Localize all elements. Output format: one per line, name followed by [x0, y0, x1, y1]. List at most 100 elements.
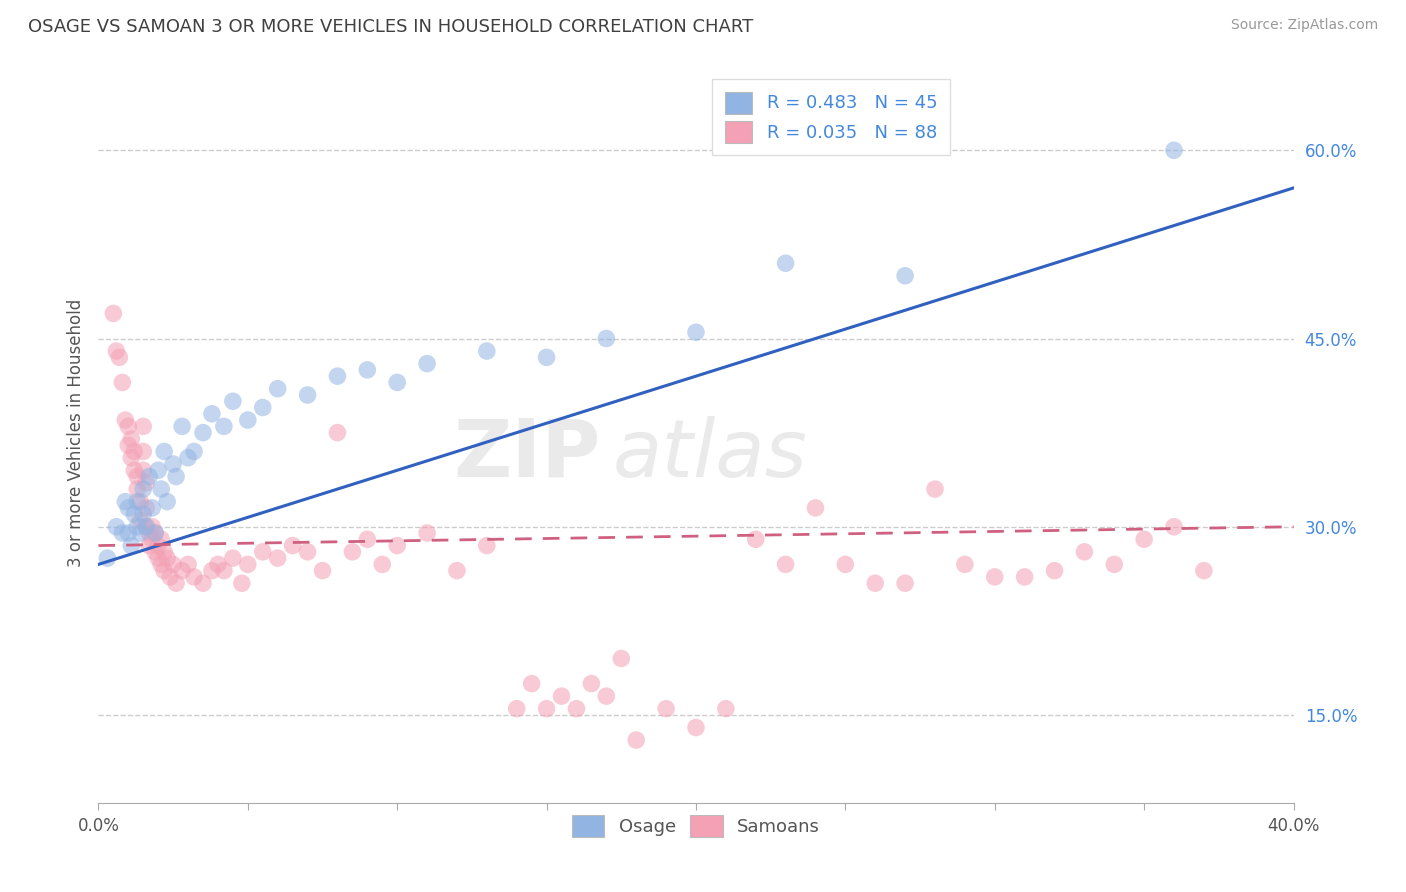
Point [162, 457, 184, 471]
Point [114, 494, 136, 508]
Point [120, 432, 142, 446]
Point [565, 701, 588, 715]
Point [326, 369, 349, 384]
Point [141, 533, 163, 547]
Point [103, 306, 125, 320]
Point [111, 526, 134, 541]
Point [127, 494, 149, 508]
Point [148, 463, 170, 477]
Point [371, 558, 394, 572]
Point [356, 533, 378, 547]
Point [1163, 143, 1185, 157]
Legend: Osage, Samoans: Osage, Samoans [562, 805, 830, 846]
Point [132, 419, 155, 434]
Point [132, 482, 155, 496]
Point [201, 407, 224, 421]
Point [506, 701, 529, 715]
Point [475, 344, 498, 359]
Point [127, 482, 149, 496]
Point [212, 419, 235, 434]
Point [96, 551, 118, 566]
Point [1073, 545, 1095, 559]
Point [894, 576, 917, 591]
Point [385, 376, 409, 390]
Point [105, 344, 128, 359]
Point [138, 539, 160, 553]
Point [191, 576, 214, 591]
Point [416, 526, 439, 541]
Point [191, 425, 214, 440]
Point [183, 444, 205, 458]
Point [172, 564, 194, 578]
Point [135, 520, 157, 534]
Point [1163, 520, 1185, 534]
Point [127, 520, 149, 534]
Point [236, 413, 259, 427]
Point [129, 494, 152, 508]
Point [129, 513, 152, 527]
Point [143, 545, 166, 559]
Point [297, 388, 319, 402]
Point [177, 558, 200, 572]
Point [595, 689, 617, 703]
Point [655, 701, 678, 715]
Point [127, 469, 149, 483]
Y-axis label: 3 or more Vehicles in Household: 3 or more Vehicles in Household [66, 299, 84, 566]
Point [1043, 564, 1066, 578]
Point [135, 475, 157, 490]
Point [207, 558, 229, 572]
Point [143, 526, 166, 541]
Text: atlas: atlas [613, 416, 807, 494]
Point [865, 576, 887, 591]
Point [162, 558, 184, 572]
Point [201, 564, 224, 578]
Point [141, 520, 163, 534]
Point [141, 500, 163, 515]
Point [581, 676, 603, 690]
Point [953, 558, 976, 572]
Point [446, 564, 468, 578]
Point [117, 500, 139, 515]
Point [172, 419, 194, 434]
Point [267, 382, 290, 396]
Point [114, 413, 136, 427]
Point [132, 507, 155, 521]
Point [745, 533, 768, 547]
Point [156, 494, 179, 508]
Point [416, 357, 439, 371]
Point [267, 551, 290, 566]
Point [117, 438, 139, 452]
Text: ZIP: ZIP [453, 416, 600, 494]
Point [231, 576, 253, 591]
Point [714, 701, 737, 715]
Point [120, 450, 142, 465]
Point [894, 268, 917, 283]
Text: Source: ZipAtlas.com: Source: ZipAtlas.com [1230, 18, 1378, 32]
Point [132, 463, 155, 477]
Point [342, 545, 364, 559]
Point [775, 558, 797, 572]
Point [685, 325, 707, 339]
Point [105, 520, 128, 534]
Point [685, 721, 707, 735]
Point [326, 425, 349, 440]
Point [252, 401, 274, 415]
Point [177, 450, 200, 465]
Point [385, 539, 409, 553]
Point [610, 651, 633, 665]
Point [148, 539, 170, 553]
Point [1192, 564, 1215, 578]
Point [222, 394, 245, 409]
Point [1104, 558, 1126, 572]
Point [281, 539, 304, 553]
Point [124, 463, 146, 477]
Point [475, 539, 498, 553]
Point [153, 545, 176, 559]
Point [143, 526, 166, 541]
Point [536, 701, 558, 715]
Point [135, 500, 157, 515]
Point [153, 564, 176, 578]
Point [775, 256, 797, 270]
Point [520, 676, 543, 690]
Point [626, 733, 648, 747]
